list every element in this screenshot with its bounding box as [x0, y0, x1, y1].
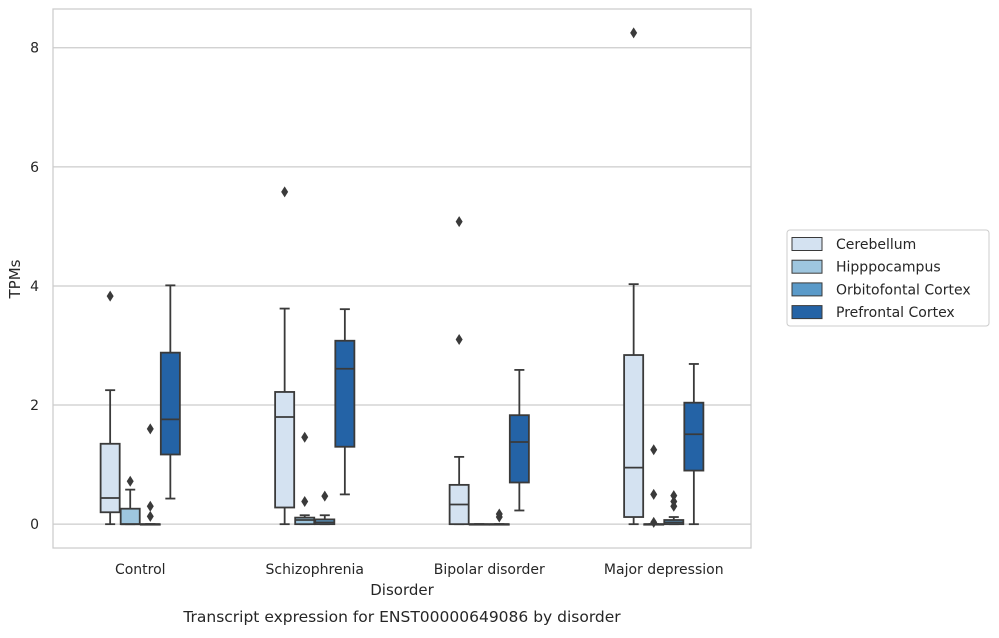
box-plot	[334, 308, 356, 496]
box	[159, 351, 181, 456]
box-plot	[119, 475, 141, 526]
y-tick-label: 8	[30, 41, 39, 57]
box-plot	[468, 523, 490, 526]
legend-label: Orbitofontal Cortex	[836, 282, 971, 298]
outlier-point	[630, 27, 638, 39]
box-plot	[643, 444, 665, 528]
box-plot	[508, 369, 530, 512]
box	[623, 354, 645, 518]
y-tick-label: 0	[30, 517, 39, 533]
x-axis-title: Disorder	[370, 581, 434, 599]
y-tick-label: 2	[30, 398, 39, 414]
box	[274, 391, 296, 509]
box-plot	[139, 423, 161, 526]
outlier-point	[670, 496, 678, 508]
box-plot	[488, 508, 510, 526]
outlier-point	[495, 508, 503, 520]
outlier-point	[455, 334, 463, 346]
outlier-point	[670, 490, 678, 502]
outlier-point	[650, 444, 658, 456]
box-plot	[159, 284, 181, 500]
legend-swatch	[791, 282, 823, 297]
outlier-point	[301, 431, 309, 443]
x-tick-labels: Control Schizophrenia Bipolar disorder Majo…	[115, 562, 724, 578]
legend: Cerebellum Hipppocampus Orbitofontal Corte…	[786, 229, 990, 327]
x-tick-label: Bipolar disorder	[434, 562, 545, 578]
box	[683, 401, 705, 472]
box-plot	[683, 363, 705, 526]
box-plot	[448, 216, 470, 526]
y-axis-title: TPMs	[6, 259, 24, 299]
box	[508, 414, 530, 484]
legend-label: Hipppocampus	[836, 260, 941, 276]
box	[334, 339, 356, 448]
outlier-point	[146, 500, 154, 512]
x-tick-label: Major depression	[604, 562, 724, 578]
y-tick-labels: 0 2 4 6 8	[30, 41, 39, 533]
box-plot	[623, 27, 645, 526]
plot-frame	[52, 8, 752, 549]
x-tick-label: Control	[115, 562, 166, 578]
legend-label: Cerebellum	[836, 237, 916, 253]
y-tick-label: 4	[30, 279, 39, 295]
outlier-point	[281, 186, 289, 198]
outlier-point	[126, 475, 134, 487]
x-tick-label: Schizophrenia	[266, 562, 364, 578]
legend-label: Prefrontal Cortex	[836, 305, 955, 321]
legend-frame	[786, 229, 990, 327]
legend-swatch	[791, 305, 823, 320]
outlier-point	[146, 423, 154, 435]
box-layer	[99, 27, 705, 528]
legend-swatch	[791, 237, 823, 251]
outlier-point	[106, 290, 114, 302]
box	[119, 507, 141, 526]
outlier-point	[301, 496, 309, 508]
box-plot	[314, 490, 336, 526]
outlier-point	[146, 510, 154, 522]
outlier-point	[321, 490, 329, 502]
plot-background	[53, 9, 751, 548]
legend-swatch	[791, 259, 823, 274]
box	[99, 442, 121, 514]
box-plot	[294, 431, 316, 526]
y-tick-label: 6	[30, 160, 39, 176]
chart-caption: Transcript expression for ENST0000064908…	[182, 608, 621, 626]
box-plot	[663, 490, 685, 526]
outlier-point	[650, 488, 658, 500]
box-plot	[99, 290, 121, 526]
box-plot	[274, 186, 296, 526]
outlier-point	[455, 216, 463, 228]
outlier-point	[650, 516, 658, 528]
